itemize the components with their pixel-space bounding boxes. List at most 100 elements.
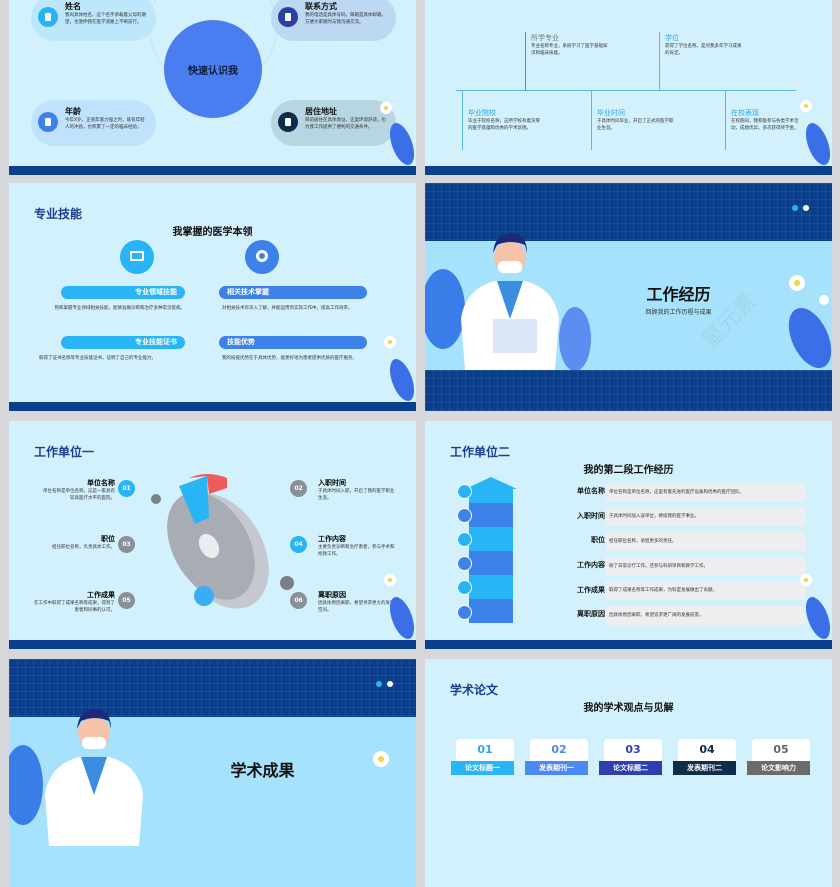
image-icon <box>120 240 154 274</box>
slide-title: 专业技能 <box>34 207 83 221</box>
skill-label: 相关技术掌握 <box>219 286 367 299</box>
slide-title: 工作单位二 <box>450 445 511 459</box>
skill-text: 我的技能优势在于具体优势，能更好地为患者提供优质的医疗服务。 <box>222 356 357 361</box>
slide-thumbnail-work-section[interactable]: 工作经历 回顾我的工作历程与成果 氢元素 <box>425 183 832 411</box>
leaf-flower-decoration <box>788 275 832 368</box>
skill-label: 专业技能证书 <box>61 336 185 349</box>
number-badge: 06 <box>290 592 307 609</box>
connector <box>525 32 526 90</box>
slide-thumbnail-education[interactable]: 所学专业 专业名称专业，系统学习了医学基础知识和临床技能。 学位 获得了学位名称，是… <box>425 0 832 175</box>
footer-band <box>9 166 416 175</box>
car-icon <box>457 532 472 547</box>
paper-card[interactable]: 01 论文标题一 <box>451 739 514 775</box>
info-name: 姓名 我叫具体姓名，这个名字承载着父母的期望，也激伸我在医学道路上不断前行。 <box>31 0 156 41</box>
item-5: 工作成果 在工作中取得了成果名称等成果，得到了患者和同事的认可。 <box>34 591 115 613</box>
number-badge: 05 <box>118 592 135 609</box>
paper-card[interactable]: 04 发表期刊二 <box>673 739 736 775</box>
slide-thumbnail-papers[interactable]: 学术论文 我的学术观点与见解 01 论文标题一 02 发表期刊一 03 论文标题二 0… <box>425 659 832 887</box>
number-badge: 02 <box>290 480 307 497</box>
footer-grid-band <box>425 370 832 411</box>
item-1: 单位名称 单位名称是单位名称，这是一家具有较高医疗水平的医院。 <box>43 479 115 501</box>
home-icon <box>457 508 472 523</box>
card-label: 发表期刊一 <box>525 761 588 775</box>
number-badge: 01 <box>118 480 135 497</box>
card-number: 03 <box>604 739 662 761</box>
card-number: 02 <box>530 739 588 761</box>
footer-band <box>425 640 832 649</box>
timeline-line <box>456 90 796 91</box>
row-label: 职位 <box>591 536 605 544</box>
document-icon <box>278 7 298 27</box>
edu-major: 所学专业 专业名称专业，系统学习了医学基础知识和临床技能。 <box>531 34 608 56</box>
edu-degree: 学位 获得了学位名称，是对我多年学习成果的肯定。 <box>665 34 742 56</box>
skill-text: 取得了证书名称等专业技能证书，证明了自己的专业能力。 <box>39 356 156 361</box>
header-grid-band <box>425 183 832 241</box>
dot-indicator <box>376 681 382 687</box>
handshake-icon <box>457 605 472 620</box>
camera-icon <box>245 240 279 274</box>
item-2: 入职时间 于具体时间入职，开启了我的医学职业生涯。 <box>318 479 395 501</box>
footer-band <box>9 640 416 649</box>
paper-card[interactable]: 05 论文影响力 <box>747 739 810 775</box>
item-3: 职位 担任职位名称，负责具体工作。 <box>52 535 115 550</box>
arrow-stack-graphic <box>465 477 517 623</box>
card-label: 论文标题二 <box>599 761 662 775</box>
edu-graduation: 毕业时间 于具体时间毕业，开启了正式的医学职业生涯。 <box>597 109 674 131</box>
doctor-illustration <box>425 233 591 370</box>
number-badge: 03 <box>118 536 135 553</box>
leaf-flower-decoration <box>380 102 415 165</box>
slide-title: 工作单位一 <box>34 445 95 459</box>
document-icon <box>38 112 58 132</box>
section-title: 工作经历 <box>646 285 711 304</box>
edu-performance: 在校表现 在校期间，我积极参与各类学术活动，成绩优异，多次获得奖学金。 <box>731 109 799 131</box>
connector <box>591 90 592 150</box>
card-label: 发表期刊二 <box>673 761 736 775</box>
footer-band <box>425 166 832 175</box>
row-label: 工作成果 <box>577 586 605 594</box>
slide-subtitle: 我的第二段工作经历 <box>583 465 674 476</box>
connector <box>659 32 660 90</box>
slide-thumbnail-work-unit-2[interactable]: 工作单位二 我的第二段工作经历 单位名称 单位名称是单位名称，这里有着先进的医疗… <box>425 421 832 649</box>
slide-thumbnail-intro[interactable]: 快速认识我 姓名 我叫具体姓名，这个名字承载着父母的期望，也激伸我在医学道路上不… <box>9 0 416 175</box>
3d-ring-chart-illustration <box>167 474 269 609</box>
slide-title: 学术论文 <box>450 683 499 697</box>
dot-indicator <box>387 681 393 687</box>
document-icon <box>278 112 298 132</box>
skill-text: 对相关技术有深入了解，并能运用到实际工作中，提高工作效率。 <box>222 306 353 311</box>
cloud-icon <box>457 484 472 499</box>
presentation-icon <box>457 580 472 595</box>
skill-text: 熟练掌握专业领域相关技能，能够准确诊断和治疗多种常见疾病。 <box>54 306 186 311</box>
document-icon <box>38 7 58 27</box>
edu-school: 毕业院校 毕业于院校名称，这所学校有着深厚的医学底蕴和优秀的学术氛围。 <box>468 109 540 131</box>
row-label: 入职时间 <box>577 512 605 520</box>
sphere-decoration <box>151 494 161 504</box>
slide-subtitle: 我掌握的医学本领 <box>172 227 253 238</box>
leaf-flower-decoration <box>800 100 831 165</box>
skill-label: 技能优势 <box>219 336 367 349</box>
slide-thumbnail-academic-section[interactable]: 学术成果 <box>9 659 416 887</box>
sphere-decoration <box>280 576 294 590</box>
connector <box>725 90 726 150</box>
row-label: 单位名称 <box>577 487 605 495</box>
number-badge: 04 <box>290 536 307 553</box>
hat-icon <box>457 556 472 571</box>
slide-thumbnail-work-unit-1[interactable]: 工作单位一 单位名称 单位名称是单位名称，这是一家具有较高医疗水平的医院。 01 … <box>9 421 416 649</box>
paper-card[interactable]: 03 论文标题二 <box>599 739 662 775</box>
leaf-flower-decoration <box>384 336 415 401</box>
slide-thumbnail-skills[interactable]: 专业技能 我掌握的医学本领 专业领域技能 相关技术掌握 熟练掌握专业领域相关技能… <box>9 183 416 411</box>
paper-card[interactable]: 02 发表期刊一 <box>525 739 588 775</box>
card-number: 05 <box>752 739 810 761</box>
skill-label: 专业领域技能 <box>61 286 185 299</box>
connector <box>462 90 463 150</box>
card-number: 01 <box>456 739 514 761</box>
dot-indicator <box>792 205 798 211</box>
row-text: 担任职位名称，承担更多的责任。 <box>605 532 805 551</box>
card-label: 论文影响力 <box>747 761 810 775</box>
slide-subtitle: 我的学术观点与见解 <box>583 703 674 714</box>
row-label: 工作内容 <box>577 561 605 569</box>
section-subtitle: 回顾我的工作历程与成果 <box>645 309 712 316</box>
info-age: 年龄 今年X岁，正值年富力强之时，既有年轻人的冲劲，也积累了一定的临床经验。 <box>31 100 156 146</box>
row-text: 于具体时间加入该单位，继续我的医学事业。 <box>605 507 805 526</box>
center-title: 快速认识我 <box>164 20 262 118</box>
dot-indicator <box>803 205 809 211</box>
